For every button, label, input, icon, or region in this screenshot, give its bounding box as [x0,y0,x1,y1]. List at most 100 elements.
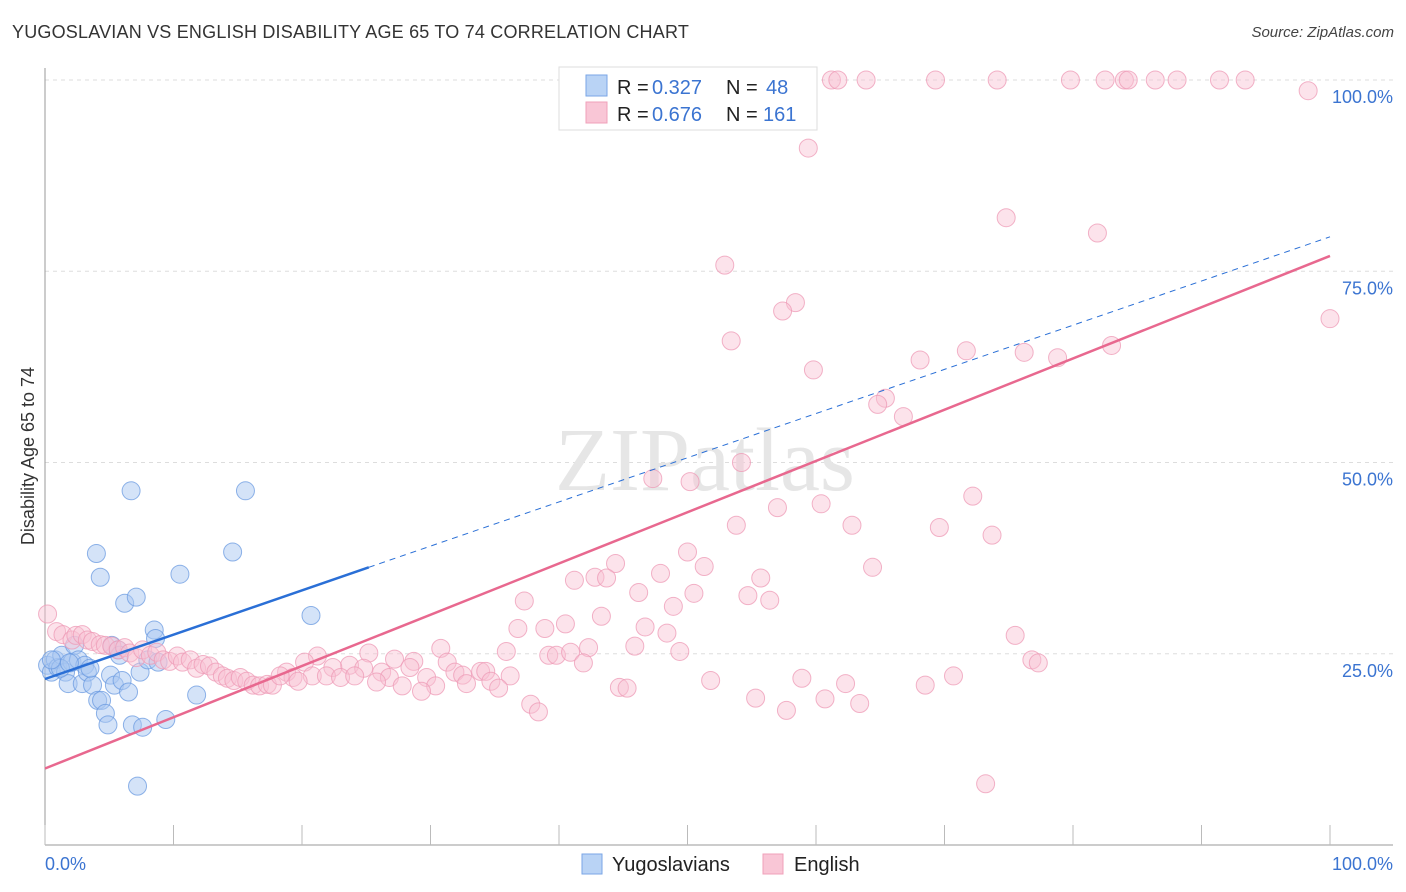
data-point [90,567,110,587]
data-point [597,568,617,588]
n-label: N = [726,104,758,126]
data-point [792,668,812,688]
data-point [715,255,735,275]
data-point [1320,309,1340,329]
data-point [385,649,405,669]
axes [44,68,1393,846]
data-point [564,570,584,590]
x-tick-label-min: 0.0% [45,854,86,874]
data-point [38,604,58,624]
data-point [128,776,148,796]
data-point [606,553,626,573]
data-point [591,606,611,626]
data-point [456,674,476,694]
data-point [404,651,424,671]
data-point [943,666,963,686]
data-point [539,645,559,665]
data-point [476,661,496,681]
data-point [481,671,501,691]
data-point [680,472,700,492]
data-point [982,525,1002,545]
trend-line-yugoslavians [44,566,370,681]
y-tick-label: 50.0% [1342,470,1393,490]
data-point [617,678,637,698]
data-point [609,677,629,697]
data-point [915,675,935,695]
data-point [95,635,115,655]
legend-swatch-yugoslavians[interactable] [581,853,603,875]
data-point [987,70,1007,90]
data-point [1167,70,1187,90]
data-point [573,653,593,673]
data-point [811,494,831,514]
y-tick-label: 100.0% [1332,87,1393,107]
data-point [629,583,649,603]
legend-swatch-english [585,101,608,124]
trend-line-extension-yugoslavians [368,236,1331,568]
data-point [1060,70,1080,90]
data-point [514,591,534,611]
data-point [663,596,683,616]
data-point [528,702,548,722]
data-point [850,693,870,713]
n-value: 48 [766,77,788,99]
data-point [359,643,379,663]
data-point [731,453,751,472]
stats-legend: R = 0.327 N = 48 R = 0.676 N = 161 [558,66,818,131]
data-point [836,674,856,694]
data-point [153,650,173,670]
data-point [412,681,432,701]
series-yugoslavians [38,481,321,796]
data-point [773,301,793,321]
chart-title: YUGOSLAVIAN VS ENGLISH DISABILITY AGE 65… [12,22,690,42]
data-point [400,658,420,678]
data-point [726,515,746,535]
data-point [535,619,555,639]
series-legend: Yugoslavians English [581,853,860,876]
data-point [167,646,187,666]
y-tick-label: 75.0% [1342,278,1393,298]
data-point [643,469,663,489]
legend-label-yugoslavians[interactable]: Yugoslavians [612,854,730,876]
data-point [66,625,86,645]
data-point [223,542,243,562]
n-value: 161 [763,104,796,126]
data-point [678,542,697,562]
series-english [38,70,1340,794]
data-point [694,557,714,577]
data-point [546,645,566,665]
data-point [521,694,541,714]
data-point [842,515,862,535]
legend-label-english[interactable]: English [794,854,860,876]
data-point [331,667,351,687]
data-point [926,70,946,90]
data-point [392,676,412,696]
data-point [798,138,818,158]
data-point [875,388,895,408]
legend-swatch-yugoslavians [585,74,608,97]
data-point [426,676,446,696]
data-point [508,619,528,639]
data-point [929,518,949,538]
legend-swatch-english[interactable] [762,853,784,875]
data-point [635,617,655,637]
data-point [1145,70,1165,90]
data-point [1209,70,1229,90]
data-point [1095,70,1115,90]
data-point [301,606,321,625]
data-point [760,590,780,610]
data-point [1118,70,1138,90]
x-tick-label-max: 100.0% [1332,854,1393,874]
data-point [996,208,1016,228]
n-label: N = [726,77,758,99]
gridlines [45,79,1393,655]
data-point [625,636,645,656]
data-point [471,661,491,681]
data-point [445,662,465,682]
data-point [83,632,103,652]
data-point [489,678,509,698]
data-point [579,638,599,658]
data-point [956,341,976,361]
data-point [821,70,841,90]
r-value: 0.327 [652,77,702,99]
